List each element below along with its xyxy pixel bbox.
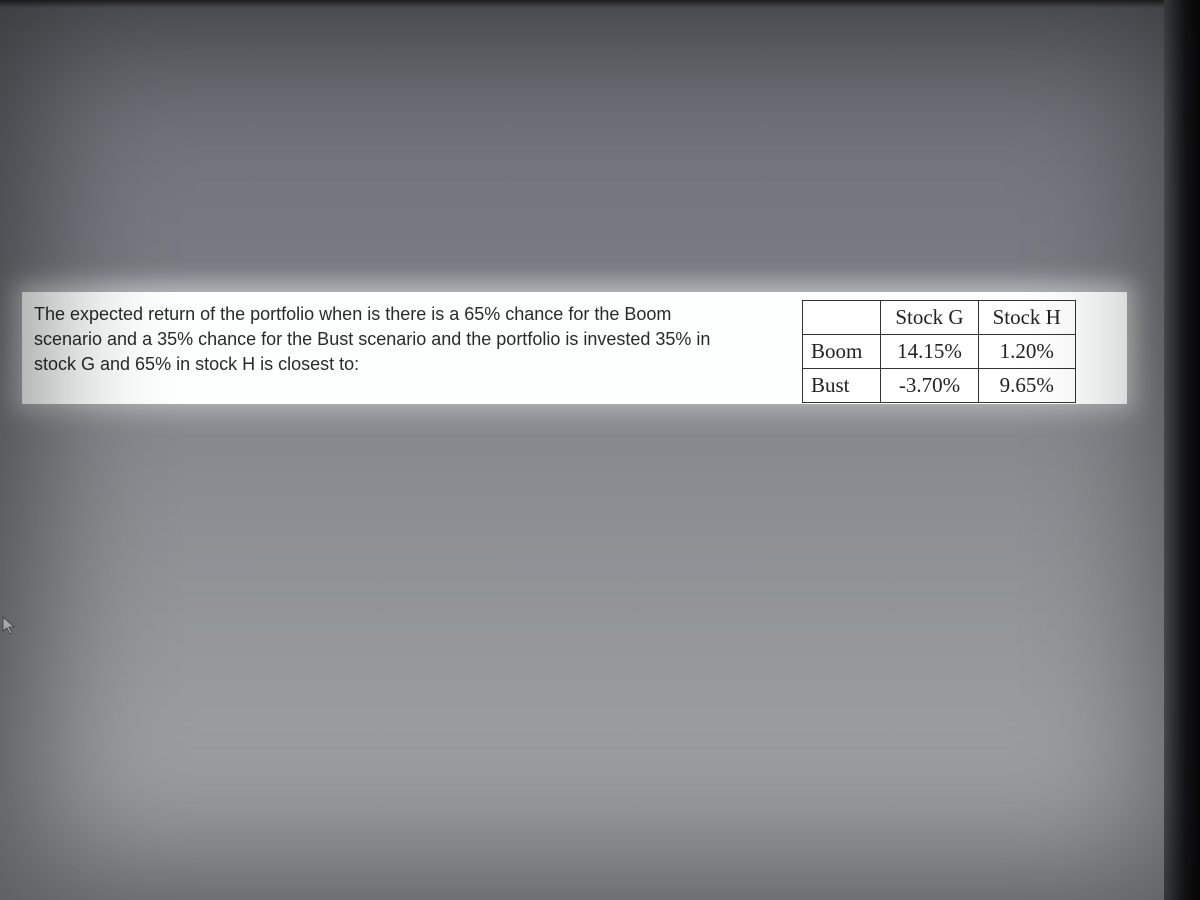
- monitor-right-bezel: [1164, 0, 1200, 900]
- stock-returns-table: Stock G Stock H Boom 14.15% 1.20% Bust -…: [802, 300, 1076, 403]
- table-row: Boom 14.15% 1.20%: [803, 335, 1076, 369]
- cell-boom-stock-g: 14.15%: [881, 335, 978, 369]
- col-header-stock-g: Stock G: [881, 301, 978, 335]
- row-label-boom: Boom: [803, 335, 881, 369]
- question-text: The expected return of the portfolio whe…: [22, 292, 746, 378]
- cell-boom-stock-h: 1.20%: [978, 335, 1075, 369]
- col-header-stock-h: Stock H: [978, 301, 1075, 335]
- photo-vignette: [0, 0, 1200, 900]
- row-label-bust: Bust: [803, 369, 881, 403]
- cell-bust-stock-h: 9.65%: [978, 369, 1075, 403]
- monitor-top-bezel: [0, 0, 1200, 8]
- mouse-cursor-icon: [2, 616, 16, 636]
- table-corner-cell: [803, 301, 881, 335]
- table-header-row: Stock G Stock H: [803, 301, 1076, 335]
- table-row: Bust -3.70% 9.65%: [803, 369, 1076, 403]
- cell-bust-stock-g: -3.70%: [881, 369, 978, 403]
